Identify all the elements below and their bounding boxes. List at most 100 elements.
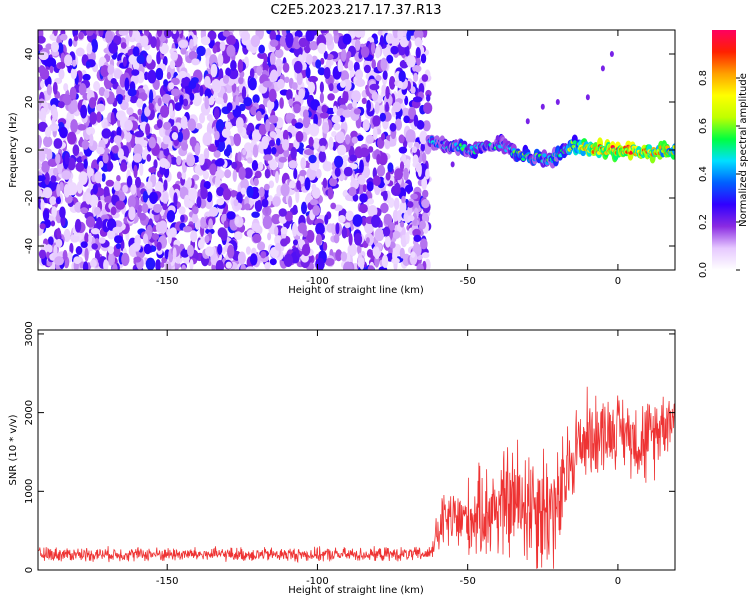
heatmap-blob bbox=[335, 249, 343, 262]
heatmap-blob bbox=[268, 180, 275, 189]
heatmap-blob bbox=[315, 168, 322, 179]
heatmap-blob bbox=[365, 134, 374, 144]
heatmap-blob bbox=[311, 187, 321, 199]
heatmap-blob bbox=[49, 196, 57, 206]
heatmap-blob bbox=[421, 199, 430, 209]
heatmap-blob bbox=[383, 213, 393, 226]
signal-core bbox=[672, 145, 675, 150]
heatmap-blob bbox=[264, 183, 270, 191]
heatmap-blob bbox=[46, 251, 50, 259]
heatmap-blob bbox=[422, 120, 431, 132]
heatmap-blob bbox=[285, 210, 293, 222]
colorbar: 0.0 0.2 0.4 0.6 0.8 Normalized spectral ampl… bbox=[698, 30, 749, 278]
heatmap-blob bbox=[267, 232, 272, 241]
heatmap-blob bbox=[112, 263, 118, 270]
x-tick-label: 0 bbox=[615, 576, 621, 587]
heatmap-blob bbox=[210, 63, 218, 78]
signal-outlier bbox=[450, 161, 455, 168]
heatmap-blob bbox=[204, 95, 209, 110]
heatmap-blob bbox=[150, 36, 157, 49]
heatmap-blob bbox=[398, 70, 406, 83]
heatmap-blob bbox=[295, 131, 304, 143]
chart-title: C2E5.2023.217.17.37.R13 bbox=[270, 3, 441, 18]
heatmap-blob bbox=[132, 46, 140, 57]
signal-outlier bbox=[585, 94, 590, 101]
signal-outlier bbox=[495, 135, 500, 141]
heatmap-blob bbox=[359, 203, 368, 214]
heatmap-blob bbox=[246, 126, 251, 136]
heatmap-blob bbox=[47, 158, 58, 167]
heatmap-blob bbox=[295, 189, 300, 203]
heatmap-blob bbox=[131, 242, 141, 252]
heatmap-blob bbox=[351, 136, 358, 144]
heatmap-blob bbox=[50, 50, 60, 57]
heatmap-blob bbox=[411, 146, 418, 154]
heatmap-blob bbox=[169, 60, 176, 70]
heatmap-blob bbox=[53, 167, 58, 176]
heatmap-blob bbox=[94, 206, 101, 216]
heatmap-blob bbox=[408, 106, 417, 120]
heatmap-blob bbox=[117, 94, 123, 105]
heatmap-blob bbox=[49, 65, 54, 74]
heatmap-blob bbox=[410, 86, 416, 94]
heatmap-blob bbox=[93, 81, 101, 91]
colorbar-tick-label: 0.6 bbox=[698, 118, 709, 134]
heatmap-blob bbox=[169, 227, 177, 238]
heatmap-blob bbox=[385, 101, 389, 114]
heatmap-blob bbox=[382, 70, 388, 80]
heatmap-blob bbox=[403, 115, 410, 124]
heatmap-blob bbox=[134, 131, 145, 138]
heatmap-blob bbox=[251, 222, 261, 232]
heatmap-blob bbox=[367, 205, 378, 218]
heatmap-blob bbox=[317, 105, 323, 114]
heatmap-blob bbox=[398, 134, 405, 144]
heatmap-blob bbox=[290, 146, 297, 160]
heatmap-blob bbox=[360, 46, 370, 58]
heatmap-blob bbox=[333, 30, 339, 36]
heatmap-blob bbox=[389, 241, 396, 249]
heatmap-blob bbox=[59, 33, 68, 41]
heatmap-blob bbox=[71, 99, 78, 113]
heatmap-blob bbox=[44, 126, 52, 138]
heatmap-blob bbox=[258, 123, 267, 136]
heatmap-blob bbox=[73, 256, 82, 264]
heatmap-blob bbox=[190, 230, 198, 243]
heatmap-blob bbox=[384, 140, 390, 149]
heatmap-blob bbox=[251, 211, 260, 218]
heatmap-blob bbox=[421, 212, 429, 223]
heatmap-blob bbox=[59, 181, 64, 192]
heatmap-blob bbox=[98, 30, 104, 38]
y-tick-label: 2000 bbox=[24, 400, 35, 425]
heatmap-blob bbox=[374, 228, 385, 242]
heatmap-blob bbox=[298, 54, 303, 62]
heatmap-blob bbox=[84, 247, 89, 262]
heatmap-blob bbox=[58, 101, 65, 109]
heatmap-blob bbox=[62, 249, 68, 261]
spectrogram-ticks: -150 -100 -50 0 -40 -20 0 20 40 bbox=[24, 30, 675, 287]
heatmap-blob bbox=[246, 185, 254, 198]
heatmap-cells bbox=[38, 30, 675, 270]
heatmap-blob bbox=[126, 107, 134, 116]
heatmap-blob bbox=[182, 98, 189, 107]
heatmap-blob bbox=[204, 235, 210, 244]
heatmap-blob bbox=[293, 60, 303, 74]
heatmap-blob bbox=[301, 201, 307, 215]
heatmap-blob bbox=[76, 156, 83, 163]
heatmap-blob bbox=[372, 115, 381, 127]
heatmap-blob bbox=[45, 43, 53, 50]
spectrogram-x-axis-label: Height of straight line (km) bbox=[288, 285, 424, 296]
heatmap-blob bbox=[72, 144, 80, 156]
heatmap-blob bbox=[172, 30, 177, 35]
heatmap-blob bbox=[268, 88, 277, 102]
heatmap-blob bbox=[254, 199, 263, 212]
heatmap-blob bbox=[88, 232, 93, 244]
heatmap-blob bbox=[415, 47, 421, 59]
heatmap-blob bbox=[269, 160, 278, 171]
heatmap-blob bbox=[416, 263, 424, 270]
heatmap-blob bbox=[352, 214, 363, 227]
heatmap-blob bbox=[146, 54, 153, 64]
heatmap-blob bbox=[330, 202, 337, 210]
heatmap-blob bbox=[59, 126, 68, 139]
heatmap-blob bbox=[86, 30, 94, 37]
heatmap-blob bbox=[421, 74, 429, 82]
